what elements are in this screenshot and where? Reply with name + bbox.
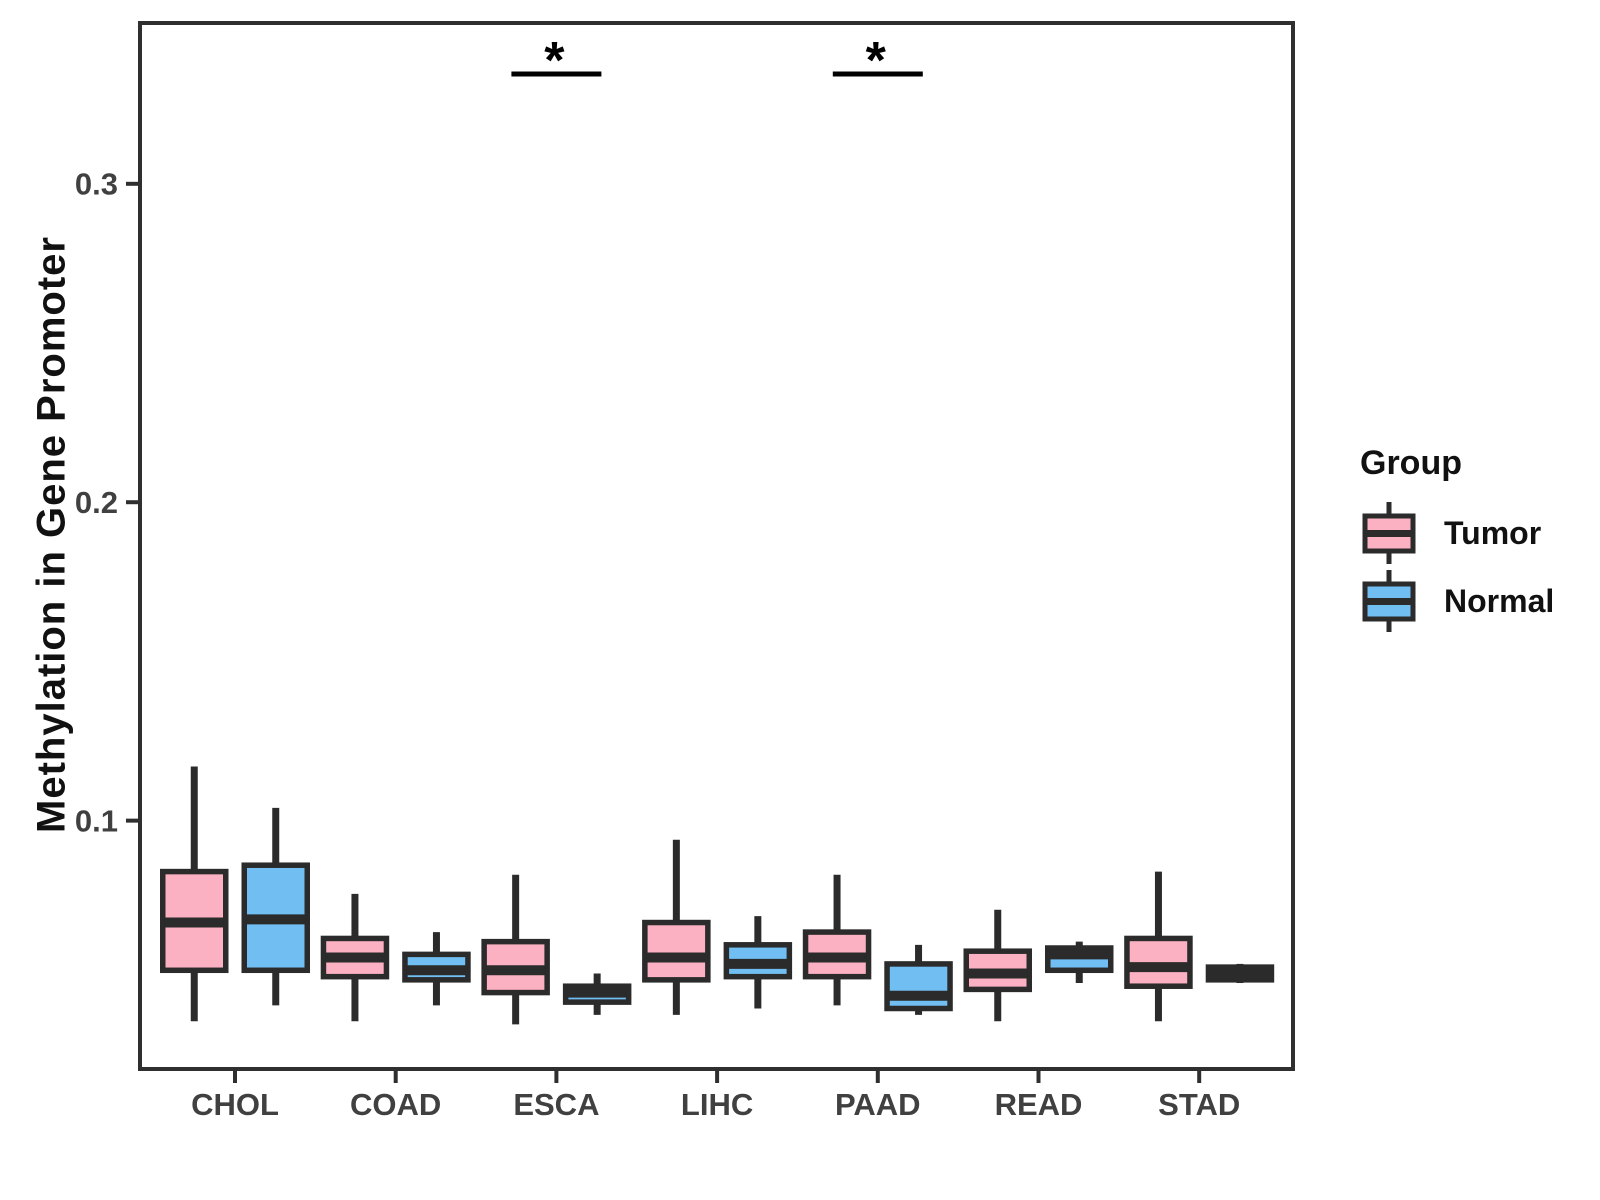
- x-tick-label-CHOL: CHOL: [191, 1087, 279, 1122]
- sig-star-PAAD: *: [866, 32, 887, 90]
- box-LIHC-Tumor: [642, 919, 711, 983]
- box-PAAD-Normal: [884, 961, 953, 1012]
- normal-boxplot-key-icon: [1362, 570, 1416, 632]
- x-tick-label-READ: READ: [995, 1087, 1083, 1122]
- x-tick-label-COAD: COAD: [350, 1087, 441, 1122]
- panel-border: [138, 21, 1295, 1071]
- y-axis-title: Methylation in Gene Promoter: [29, 236, 74, 833]
- legend-entry-tumor: Tumor: [1360, 499, 1554, 567]
- x-tick-label-STAD: STAD: [1158, 1087, 1240, 1122]
- y-tick-label: 0.1: [75, 803, 118, 838]
- legend: Group Tumor Normal: [1360, 444, 1554, 635]
- legend-title: Group: [1360, 444, 1462, 482]
- sig-star-ESCA: *: [544, 32, 565, 90]
- legend-entry-normal: Normal: [1360, 567, 1554, 635]
- legend-label-normal: Normal: [1444, 582, 1555, 619]
- legend-label-tumor: Tumor: [1444, 514, 1542, 551]
- y-tick-label: 0.3: [75, 167, 118, 202]
- x-tick-label-ESCA: ESCA: [513, 1087, 599, 1122]
- y-tick-label: 0.2: [75, 485, 118, 520]
- tumor-boxplot-key-icon: [1362, 502, 1416, 564]
- x-tick-label-PAAD: PAAD: [835, 1087, 921, 1122]
- x-tick-label-LIHC: LIHC: [681, 1087, 753, 1122]
